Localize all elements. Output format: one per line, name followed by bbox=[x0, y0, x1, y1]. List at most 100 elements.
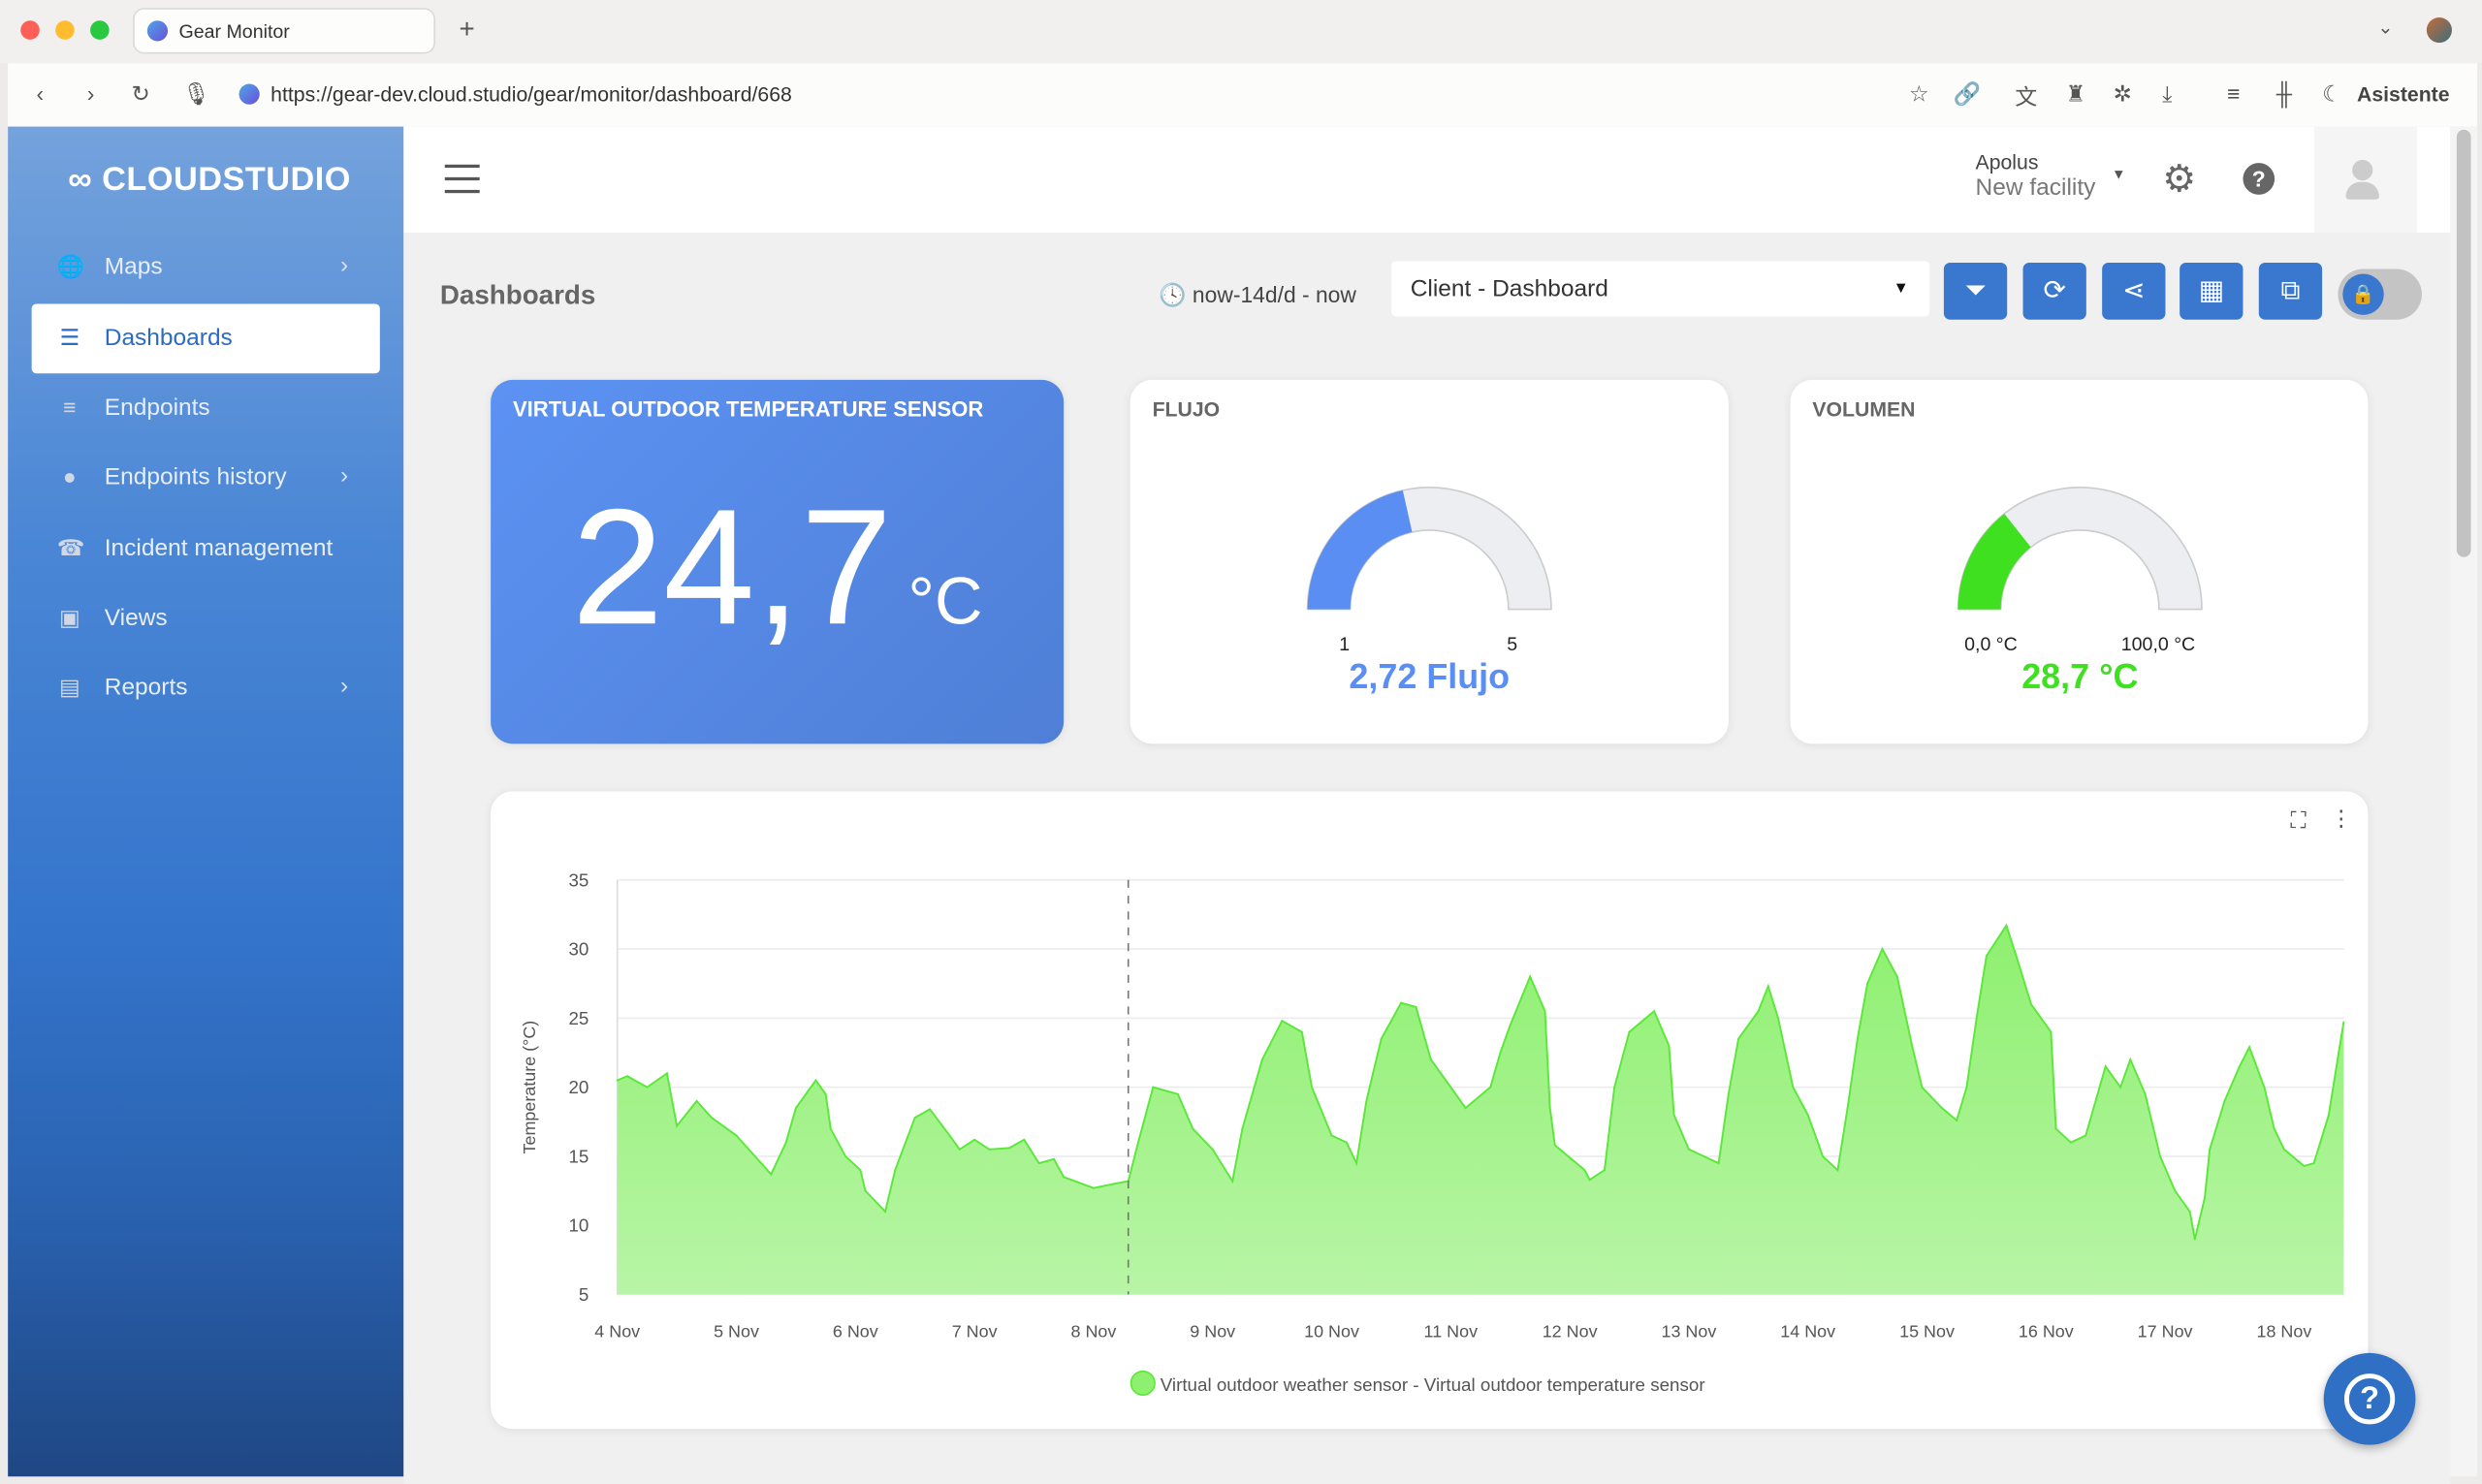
data-point bbox=[2342, 1021, 2345, 1024]
audio-icon[interactable]: ╫ bbox=[2275, 80, 2292, 107]
sidebar: ∞ CLOUDSTUDIO 🌐 Maps › ☰ Dashboards ≡ Endpoi… bbox=[8, 126, 404, 1477]
y-tick-label: 15 bbox=[568, 1146, 589, 1166]
data-point bbox=[1603, 1169, 1606, 1172]
data-point bbox=[2129, 1058, 2132, 1061]
add-widget-icon: ▦ bbox=[2198, 275, 2224, 306]
scrollbar-thumb[interactable] bbox=[2456, 129, 2471, 557]
data-point bbox=[2174, 1189, 2177, 1192]
sidebar-item-endpoints[interactable]: ≡ Endpoints bbox=[32, 373, 380, 443]
data-point bbox=[1365, 1099, 1368, 1102]
data-point bbox=[2015, 955, 2018, 958]
share-button[interactable]: ⋖ bbox=[2102, 263, 2166, 320]
data-point bbox=[894, 1169, 897, 1172]
url-field[interactable]: https://gear-dev.cloud.studio/gear/monit… bbox=[270, 81, 792, 107]
lock-toggle[interactable]: 🔒 bbox=[2338, 268, 2422, 320]
data-point bbox=[1717, 1162, 1720, 1165]
sidebar-item-dashboards[interactable]: ☰ Dashboards bbox=[31, 303, 380, 374]
org-name: Apolus bbox=[1975, 150, 2039, 174]
data-point bbox=[1063, 1176, 1066, 1179]
gauge-track bbox=[1957, 487, 2203, 611]
data-point bbox=[929, 1108, 932, 1111]
help-chat-button[interactable]: ? bbox=[2323, 1352, 2416, 1445]
filter-button[interactable]: ⏷ bbox=[1943, 263, 2008, 320]
chart-legend[interactable]: Virtual outdoor weather sensor - Virtual… bbox=[1130, 1370, 1705, 1396]
sidebar-item-views[interactable]: ▣ Views bbox=[32, 584, 380, 653]
site-icon bbox=[239, 83, 260, 105]
browser-tab[interactable]: Gear Monitor bbox=[133, 8, 435, 54]
data-point bbox=[1464, 1107, 1467, 1109]
help-icon[interactable]: ? bbox=[2243, 163, 2275, 195]
volumen-widget[interactable]: VOLUMEN 0,0 °C 100,0 °C 28,7 °C bbox=[1790, 379, 2369, 744]
sidebar-item-endpoints-history[interactable]: ● Endpoints history › bbox=[32, 443, 380, 513]
fullscreen-icon[interactable]: ⛶ bbox=[2290, 806, 2307, 833]
data-point bbox=[1281, 1020, 1284, 1023]
temperature-widget[interactable]: VIRTUAL OUTDOOR TEMPERATURE SENSOR 24,7 … bbox=[491, 379, 1065, 744]
data-point bbox=[1613, 1086, 1616, 1089]
microphone-icon[interactable]: 🎙 bbox=[181, 80, 210, 107]
data-point bbox=[625, 1075, 628, 1078]
page-scrollbar[interactable] bbox=[2450, 126, 2478, 1477]
bookmark-star-icon[interactable]: ☆ bbox=[1908, 80, 1929, 107]
new-tab-button[interactable]: + bbox=[459, 14, 475, 45]
sidebar-item-reports[interactable]: ▤ Reports › bbox=[32, 653, 380, 723]
extension-icon[interactable]: ♜ bbox=[2065, 80, 2086, 107]
data-point bbox=[948, 1134, 951, 1137]
refresh-button[interactable]: ⟳ bbox=[2022, 263, 2086, 320]
facility-selector[interactable]: Apolus New facility bbox=[1976, 150, 2096, 201]
hamburger-menu-icon[interactable] bbox=[444, 164, 480, 194]
temperature-unit: °C bbox=[907, 563, 983, 638]
clock-icon: 🕓 bbox=[1159, 281, 1187, 307]
data-point bbox=[844, 1154, 847, 1157]
data-point bbox=[1672, 1114, 1675, 1117]
dashboard-select[interactable]: Client - Dashboard ▼ bbox=[1391, 261, 1930, 317]
minimize-window-button[interactable] bbox=[55, 20, 75, 40]
data-point bbox=[2084, 1134, 2087, 1137]
reload-icon[interactable]: ↻ bbox=[131, 80, 150, 107]
data-point bbox=[1023, 1138, 1026, 1141]
forward-icon[interactable]: › bbox=[86, 80, 95, 107]
area-chart[interactable]: 5 10 15 20 25 30 35 4 Nov 5 Nov 6 Nov 7 Nov 8 Nov 9 … bbox=[491, 791, 2368, 1429]
flujo-widget[interactable]: FLUJO 1 5 2,72 Flujo bbox=[1130, 379, 1729, 744]
chevron-right-icon: › bbox=[340, 461, 349, 489]
x-tick-label: 16 Nov bbox=[2019, 1322, 2074, 1342]
chart-icon: ☰ bbox=[59, 324, 80, 350]
data-point bbox=[1911, 1044, 1914, 1047]
translate-icon[interactable]: 文 bbox=[2015, 83, 2038, 110]
data-point bbox=[2054, 1127, 2057, 1130]
assistant-icon[interactable]: ☾ bbox=[2322, 80, 2342, 107]
data-point bbox=[1921, 1086, 1924, 1089]
data-point bbox=[1330, 1134, 1333, 1137]
data-point bbox=[1668, 1044, 1671, 1047]
data-point bbox=[2204, 1196, 2207, 1199]
back-icon[interactable]: ‹ bbox=[36, 80, 45, 107]
assistant-button[interactable]: Asistente bbox=[2357, 81, 2450, 107]
time-range-picker[interactable]: 🕓 now-14d/d - now bbox=[1159, 281, 1356, 307]
chevron-right-icon: › bbox=[340, 672, 349, 700]
cloudstudio-logo[interactable]: ∞ CLOUDSTUDIO bbox=[68, 161, 351, 199]
data-point bbox=[2303, 1164, 2306, 1167]
add-widget-button[interactable]: ▦ bbox=[2180, 263, 2243, 320]
data-point bbox=[1975, 1017, 1978, 1020]
puzzle-icon[interactable]: ✲ bbox=[2113, 80, 2132, 107]
data-point bbox=[735, 1134, 738, 1137]
data-point bbox=[646, 1086, 649, 1089]
close-window-button[interactable] bbox=[20, 20, 40, 40]
reading-list-icon[interactable]: ≡ bbox=[2227, 80, 2241, 107]
sidebar-item-incident-management[interactable]: ☎ Incident management bbox=[56, 534, 334, 562]
data-point bbox=[2263, 1086, 2266, 1089]
settings-gear-icon[interactable]: ⚙ bbox=[2162, 158, 2197, 202]
more-options-icon[interactable]: ⋮ bbox=[2330, 805, 2353, 832]
user-avatar[interactable] bbox=[2313, 126, 2418, 233]
open-external-button[interactable]: ⧉ bbox=[2258, 263, 2323, 320]
x-tick-label: 13 Nov bbox=[1661, 1322, 1716, 1342]
data-point bbox=[1241, 1127, 1244, 1130]
x-tick-label: 9 Nov bbox=[1190, 1322, 1235, 1342]
tab-list-chevron-icon[interactable]: ⌄ bbox=[2377, 16, 2394, 39]
sidebar-item-maps[interactable]: 🌐 Maps › bbox=[56, 251, 349, 280]
link-icon[interactable]: 🔗 bbox=[1953, 80, 1982, 107]
download-icon[interactable]: ⤓ bbox=[2162, 80, 2173, 107]
maximize-window-button[interactable] bbox=[90, 20, 110, 40]
data-point bbox=[864, 1189, 867, 1192]
data-point bbox=[676, 1124, 679, 1127]
profile-avatar[interactable] bbox=[2426, 16, 2452, 44]
